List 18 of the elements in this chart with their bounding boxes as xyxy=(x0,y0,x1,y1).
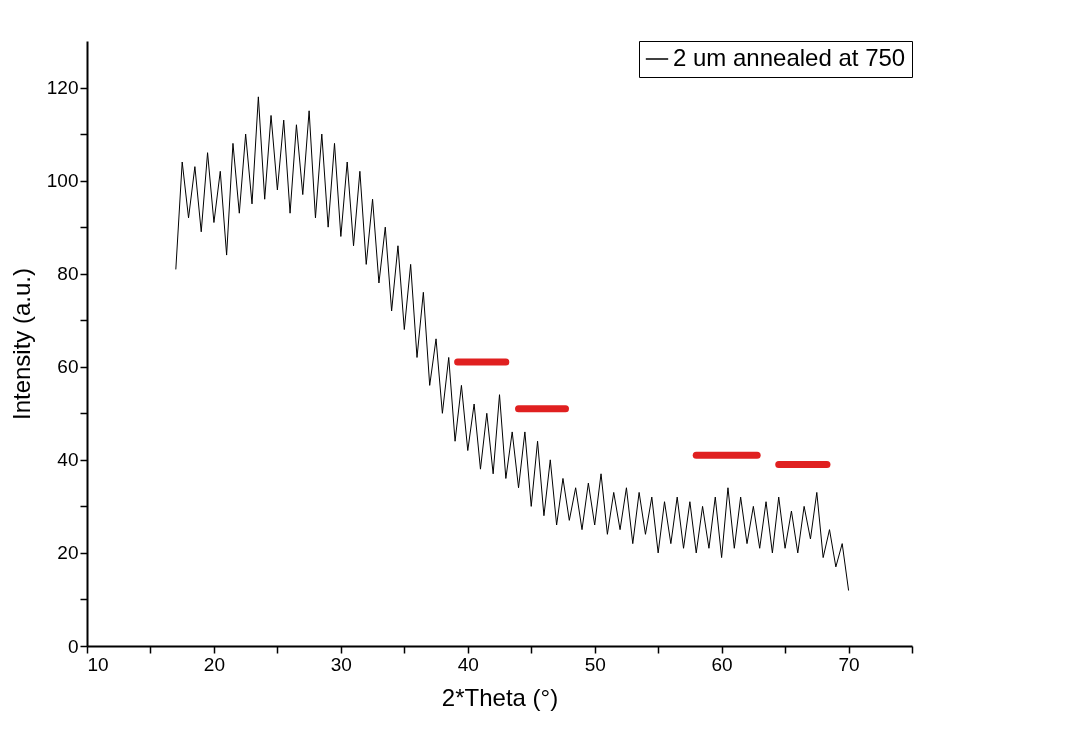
x-tick-label: 50 xyxy=(584,653,606,675)
y-axis-title: Intensity (a.u.) xyxy=(7,267,35,421)
y-tick-label: 60 xyxy=(57,356,79,378)
x-tick-label: 60 xyxy=(711,653,733,675)
legend-label: 2 um annealed at 750 xyxy=(673,44,906,71)
x-tick-label: 70 xyxy=(838,653,860,675)
line-series xyxy=(175,96,850,591)
y-tick-label: 0 xyxy=(67,635,79,657)
y-tick-label: 120 xyxy=(46,77,79,99)
y-tick-label: 80 xyxy=(57,263,79,285)
y-tick-label: 40 xyxy=(57,449,79,471)
x-tick-label: 20 xyxy=(203,653,225,675)
y-tick-label: 100 xyxy=(46,170,79,192)
x-tick-label: 30 xyxy=(330,653,352,675)
x-tick-label: 10 xyxy=(87,653,109,675)
y-tick-label: 20 xyxy=(57,542,79,564)
x-tick-label: 40 xyxy=(457,653,479,675)
x-axis-title: 2*Theta (°) xyxy=(441,683,559,711)
